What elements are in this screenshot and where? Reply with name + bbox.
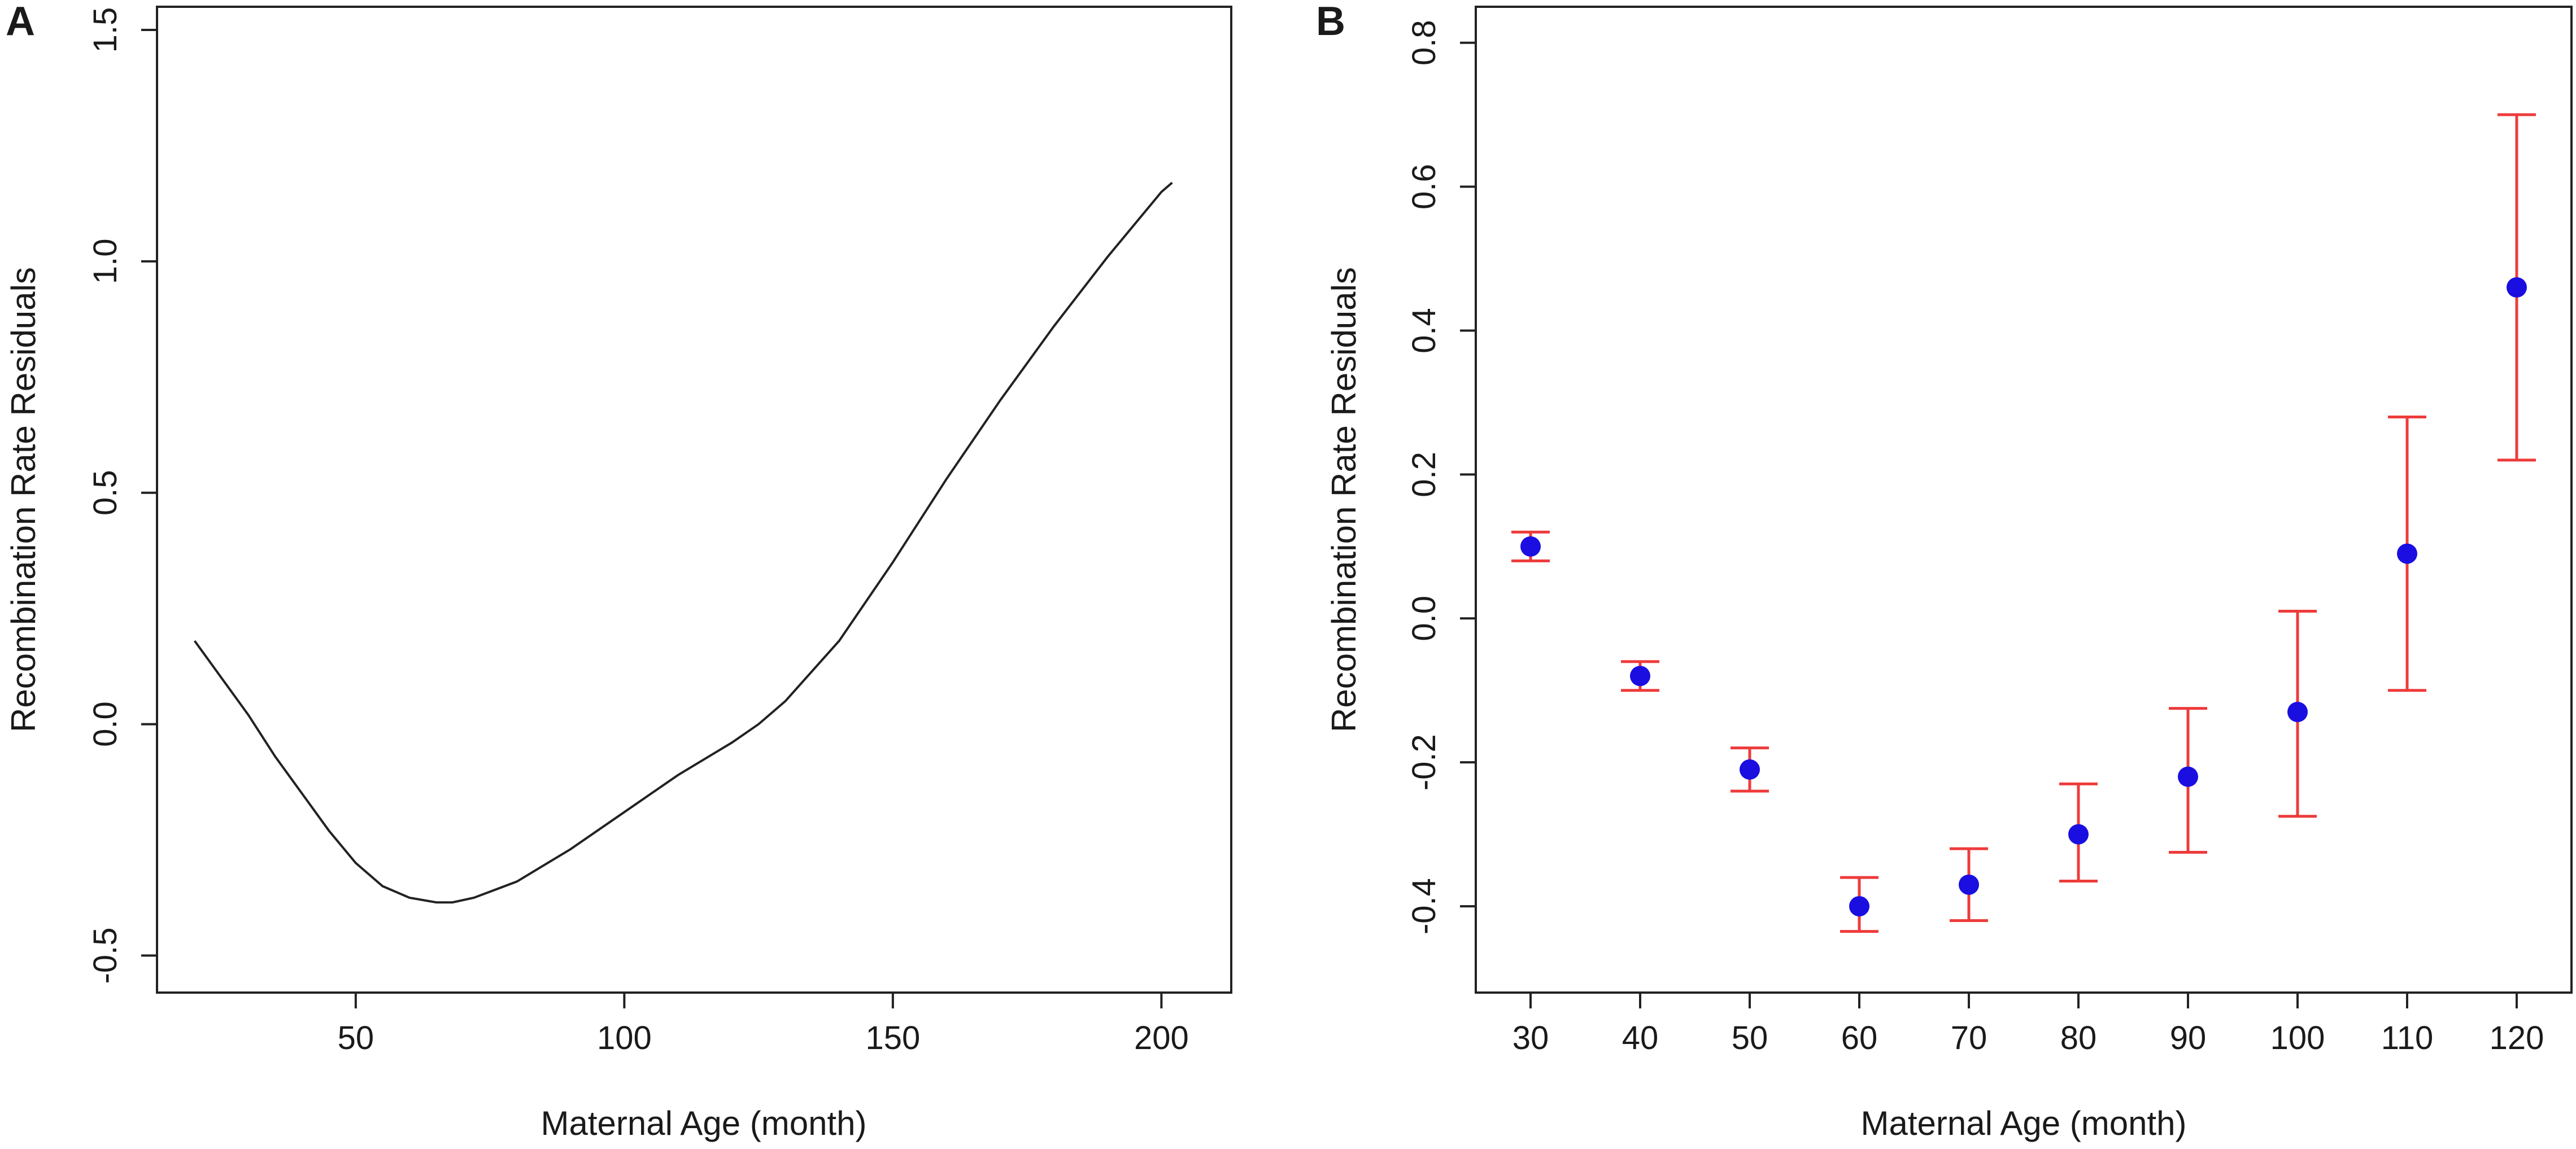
panel-a-ticks: 50 100 150 200 -0.5 0.0 0.5 1.0 1.5 (87, 7, 1189, 1056)
panel-b-y-tick-label: -0.4 (1406, 878, 1442, 934)
panel-b-x-tick-label: 70 (1951, 1020, 1987, 1056)
panel-b-ticks: 30 40 50 60 70 80 90 100 110 120 -0.4 -0.2 0.0 0.2 0.4… (1406, 20, 2544, 1056)
panel-b-data-point (1849, 896, 1869, 917)
panel-a-y-tick-label: 1.5 (87, 7, 124, 53)
panel-b-y-tick-label: 0.4 (1406, 308, 1442, 353)
panel-b-y-tick-label: 0.2 (1406, 452, 1442, 497)
panel-b-x-tick-label: 90 (2170, 1020, 2207, 1056)
panel-a-x-tick-label: 200 (1134, 1020, 1189, 1056)
panel-b-x-tick-label: 80 (2060, 1020, 2097, 1056)
panel-a-y-tick-label: -0.5 (87, 927, 124, 984)
panel-b-data-point (2507, 277, 2527, 298)
panel-a-x-tick-label: 50 (338, 1020, 374, 1056)
panel-b-y-tick-label: 0.0 (1406, 596, 1442, 641)
panel-a-y-axis-title: Recombination Rate Residuals (5, 267, 42, 732)
panel-b-y-tick-label: -0.2 (1406, 734, 1442, 790)
panel-a-data (193, 181, 1173, 904)
panel-a-y-tick-label: 0.5 (87, 470, 124, 515)
panel-b-data-point (1630, 666, 1650, 687)
panel-b-data-point (2178, 766, 2198, 787)
panel-b-data-point (2397, 543, 2417, 564)
panel-b-x-tick-label: 40 (1622, 1020, 1659, 1056)
panel-a-x-tick-label: 100 (597, 1020, 652, 1056)
panel-b-data (1511, 113, 2536, 933)
panel-b-x-axis-title: Maternal Age (month) (1861, 1104, 2187, 1142)
panel-b-data-point (1740, 759, 1760, 780)
panel-b-y-tick-label: 0.6 (1406, 164, 1442, 209)
panel-b-data-point (2287, 701, 2308, 722)
panel-b-letter: B (1316, 0, 1345, 44)
panel-b-data-point (2068, 824, 2089, 845)
panel-b-y-tick-label: 0.8 (1406, 20, 1442, 65)
panel-a-y-tick-label: 1.0 (87, 239, 124, 285)
panel-b-data-point (1959, 874, 1979, 895)
panel-a-plot-frame (156, 6, 1232, 994)
panel-b-x-tick-label: 60 (1841, 1020, 1878, 1056)
panel-b-plot: 30 40 50 60 70 80 90 100 110 120 -0.4 -0.2 0.0 0.2 0.4… (1325, 6, 2573, 1142)
panel-b-y-axis-title: Recombination Rate Residuals (1325, 267, 1363, 732)
panel-b-x-tick-label: 30 (1513, 1020, 1549, 1056)
panel-b-x-tick-label: 100 (2270, 1020, 2325, 1056)
panel-b-x-tick-label: 110 (2381, 1020, 2433, 1056)
panel-b-plot-frame (1475, 6, 2573, 994)
panel-a-letter: A (6, 0, 35, 44)
panel-b-x-tick-label: 120 (2490, 1020, 2544, 1056)
panel-a-series-line (193, 181, 1173, 904)
panel-b-data-point (1520, 536, 1541, 557)
panel-a-plot: 50 100 150 200 -0.5 0.0 0.5 1.0 1.5 Maternal Age… (5, 6, 1232, 1142)
panel-a-x-axis-title: Maternal Age (month) (541, 1104, 867, 1142)
panel-b-x-tick-label: 50 (1732, 1020, 1768, 1056)
panel-a-y-tick-label: 0.0 (87, 701, 124, 747)
panel-a-x-tick-label: 150 (865, 1020, 920, 1056)
